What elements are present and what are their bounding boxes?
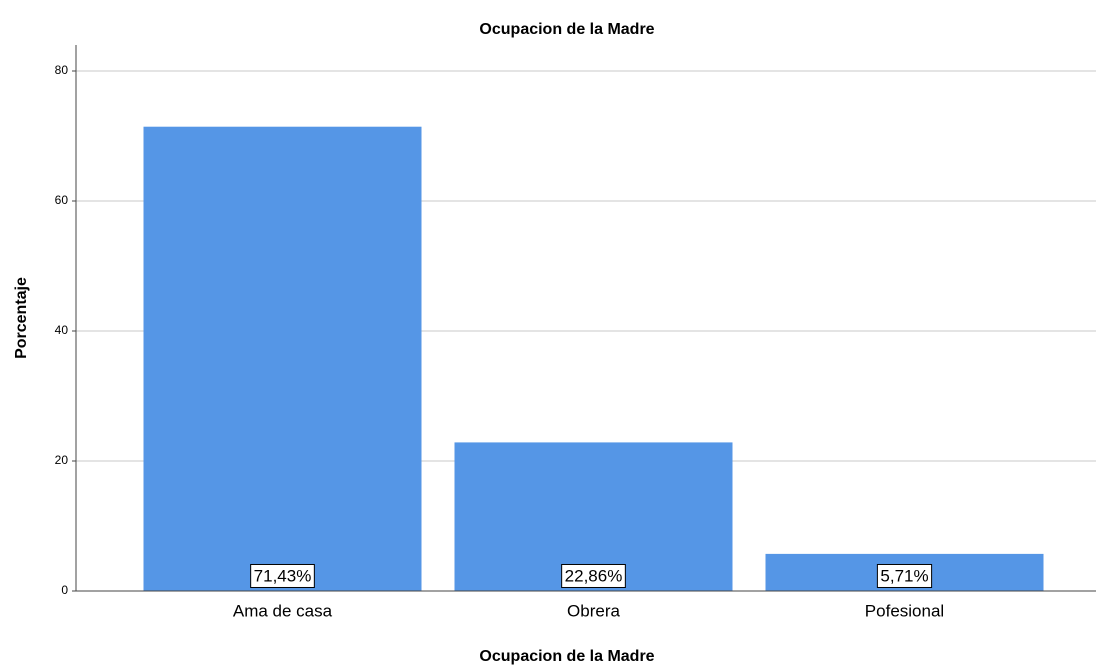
y-axis-label: Porcentaje [13,277,30,359]
data-label: 5,71% [880,566,928,585]
chart-title: Ocupacion de la Madre [479,21,654,38]
y-tick-label: 80 [55,63,69,77]
x-tick-label: Obrera [567,601,620,620]
data-label: 71,43% [254,566,312,585]
bar [143,126,422,591]
x-tick-label: Pofesional [865,601,944,620]
data-label-box [561,563,626,588]
y-tick-label: 40 [55,323,69,337]
x-tick-label: Ama de casa [233,601,333,620]
data-label: 22,86% [565,566,623,585]
data-label-box [876,563,933,588]
y-tick-label: 0 [61,583,68,597]
y-tick-label: 60 [55,193,69,207]
x-axis-label: Ocupacion de la Madre [479,648,654,665]
y-tick-label: 20 [55,453,69,467]
data-label-box [250,563,315,588]
